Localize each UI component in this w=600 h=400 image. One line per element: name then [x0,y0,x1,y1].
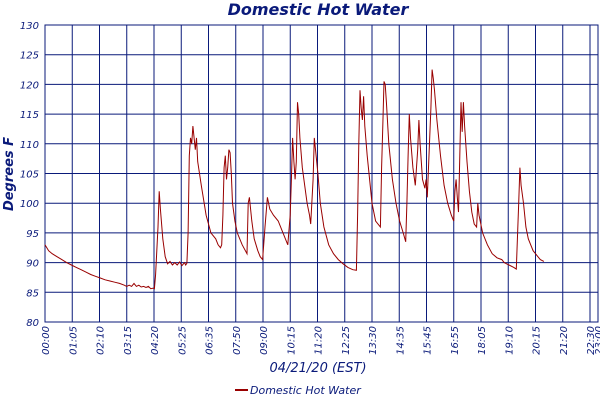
y-tick-label: 115 [20,110,39,121]
y-tick-label: 90 [26,259,39,270]
x-tick-label: 01:05 [68,326,79,355]
y-tick-label: 120 [20,80,39,91]
x-axis-ticks: 00:00 01:05 02:10 03:15 04:20 05:25 06:35 07:50… [41,326,600,355]
y-tick-label: 95 [26,229,39,240]
x-tick-label: 14:35 [395,326,406,355]
x-tick-label: 20:15 [532,326,543,355]
x-tick-label: 15:45 [423,326,434,355]
x-tick-label: 00:00 [41,326,52,355]
x-axis-label: 04/21/20 (EST) [269,361,366,376]
y-axis-label: Degrees F [2,137,17,211]
x-tick-label: 09:00 [259,326,270,355]
legend: Domestic Hot Water [235,384,362,397]
x-tick-label: 02:10 [96,326,107,355]
x-tick-label: 03:15 [123,326,134,355]
x-tick-label: 06:35 [205,326,216,355]
y-tick-label: 100 [20,199,39,210]
x-tick-label: 04:20 [150,326,161,355]
x-tick-label: 07:50 [232,326,243,355]
y-tick-label: 110 [20,140,39,151]
series-layer [44,69,545,290]
x-tick-label: 12:25 [341,326,352,355]
x-tick-label: 11:20 [314,326,325,355]
x-tick-label: 18:05 [477,326,488,355]
x-tick-label: 16:55 [450,326,461,355]
grid [45,25,598,322]
x-tick-label: 13:30 [368,326,379,355]
y-tick-label: 85 [26,288,39,299]
x-tick-label: 10:15 [286,326,297,355]
y-tick-label: 130 [20,21,39,32]
plot-frame [44,24,599,323]
x-tick-label: 19:10 [504,326,515,355]
y-tick-label: 105 [20,170,39,181]
y-axis-ticks: 80 85 90 95 100 105 110 115 120 125 130 [20,21,39,329]
x-tick-label: 21:20 [559,326,570,355]
x-tick-label: 05:25 [177,326,188,355]
y-tick-label: 80 [26,318,39,329]
y-tick-label: 125 [20,51,39,62]
legend-label: Domestic Hot Water [250,384,362,397]
series-line-domestic-hot-water [44,69,545,290]
x-tick-label: 22:30 [586,326,597,355]
chart-title: Domestic Hot Water [228,0,410,19]
x-tick-label: 23:00 [594,326,600,355]
